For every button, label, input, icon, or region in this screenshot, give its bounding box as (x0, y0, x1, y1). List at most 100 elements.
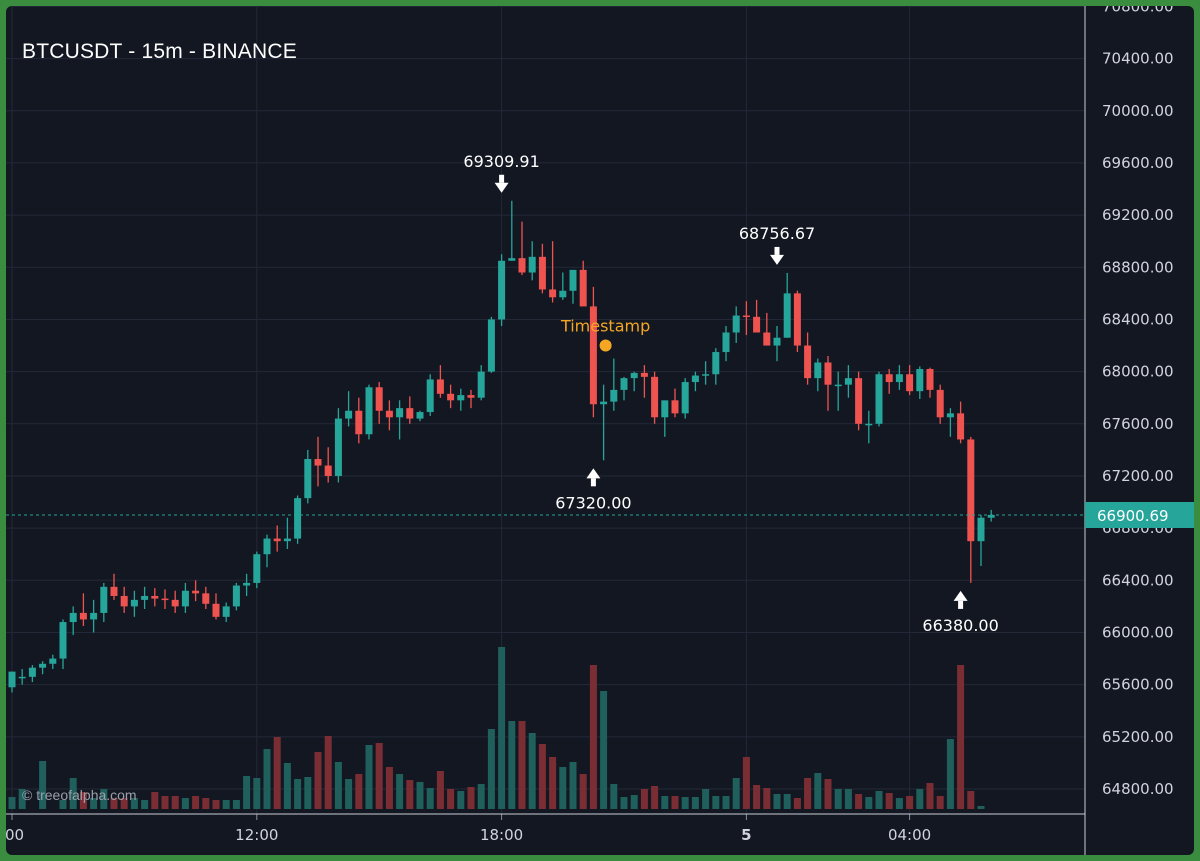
candle-body (671, 400, 679, 414)
volume-bar (120, 798, 128, 809)
candle-body (712, 352, 720, 375)
volume-bar (304, 777, 312, 809)
volume-bar (477, 784, 485, 809)
y-tick-label: 64800.00 (1102, 780, 1174, 798)
candle-body (457, 395, 465, 401)
candle-body (742, 315, 750, 318)
volume-bar (243, 776, 251, 809)
candle-body (365, 387, 373, 435)
volume-bars (8, 647, 985, 809)
volume-bar (834, 789, 842, 809)
volume-bar (824, 779, 832, 809)
candle-body (661, 400, 669, 418)
high-price-label: 69309.91 (463, 152, 539, 171)
volume-bar (69, 778, 77, 809)
timestamp-marker[interactable] (599, 339, 612, 352)
volume-bar (712, 796, 720, 809)
arrow-down-icon (770, 254, 784, 265)
candle-body (651, 376, 659, 418)
candle (477, 365, 485, 401)
volume-bar (79, 792, 87, 809)
candle (834, 371, 842, 411)
candle-body (732, 315, 740, 333)
volume-bar (436, 771, 444, 809)
candle-body (192, 590, 200, 594)
candle (447, 384, 455, 409)
candle-body (436, 379, 444, 394)
candle-body (865, 423, 873, 426)
high-price-label: 68756.67 (739, 224, 815, 243)
candle-body (610, 389, 618, 402)
volume-bar (702, 789, 710, 809)
timestamp-label: Timestamp (560, 317, 650, 336)
candle-body (120, 595, 128, 607)
y-tick-label: 68800.00 (1102, 258, 1174, 276)
candle-body (906, 374, 914, 392)
candle-body (926, 369, 934, 390)
candle (763, 312, 771, 346)
volume-bar (885, 793, 893, 809)
candle (600, 384, 608, 461)
candle-body (100, 586, 108, 613)
x-tick-label: :00 (6, 826, 24, 844)
volume-bar (263, 749, 271, 809)
candle-body (753, 316, 761, 333)
candle-body (702, 374, 710, 376)
candle (426, 374, 434, 416)
price-axis[interactable]: 64800.00 65200.00 65600.00 66000.00 66400.00… (1084, 6, 1174, 855)
candle-body (304, 459, 312, 499)
candle-body (681, 382, 689, 414)
candle (518, 221, 526, 276)
volume-bar (569, 762, 577, 809)
candle-body (447, 393, 455, 401)
candle-body (589, 306, 597, 405)
y-tick-label: 67200.00 (1102, 467, 1174, 485)
candle (783, 272, 791, 338)
candle-body (243, 582, 251, 586)
candle-body (222, 606, 230, 617)
time-axis[interactable]: :00 12:00 18:00 5 04:00 (6, 813, 1085, 844)
y-tick-label: 69600.00 (1102, 154, 1174, 172)
candle (294, 495, 302, 544)
x-tick-label: 04:00 (888, 826, 931, 844)
candle-body (426, 379, 434, 413)
volume-bar (722, 796, 730, 809)
volume-bar (416, 782, 424, 809)
candle (28, 665, 36, 683)
candle-body (549, 289, 557, 298)
timestamp-event[interactable]: Timestamp (560, 317, 650, 352)
volume-bar (936, 796, 944, 809)
y-tick-label: 66400.00 (1102, 571, 1174, 589)
volume-bar (130, 798, 138, 809)
candle (59, 619, 67, 670)
y-tick-label: 66000.00 (1102, 623, 1174, 641)
volume-bar (59, 800, 67, 809)
candle-body (406, 408, 414, 419)
volume-bar (528, 733, 536, 809)
candle (304, 449, 312, 504)
candle (508, 200, 516, 261)
volume-bar (487, 729, 495, 809)
candle-body (273, 538, 281, 542)
volume-bar (844, 789, 852, 809)
volume-bar (783, 794, 791, 809)
candle (283, 517, 291, 550)
candle-body (559, 290, 567, 298)
volume-bar (855, 794, 863, 809)
candle (855, 371, 863, 431)
candle-body (110, 586, 118, 596)
volume-bar (916, 789, 924, 809)
candle-body (518, 258, 526, 273)
candle-body (814, 362, 822, 379)
volume-bar (589, 665, 597, 809)
volume-bar (294, 779, 302, 809)
price-chart[interactable]: 64800.00 65200.00 65600.00 66000.00 66400.00… (6, 6, 1194, 855)
candle (538, 243, 546, 294)
candle-body (8, 671, 16, 688)
candle (253, 551, 261, 589)
volume-bar (895, 798, 903, 809)
candles (8, 200, 995, 693)
candle (385, 400, 393, 431)
volume-bar (396, 774, 404, 809)
candle (640, 365, 648, 398)
